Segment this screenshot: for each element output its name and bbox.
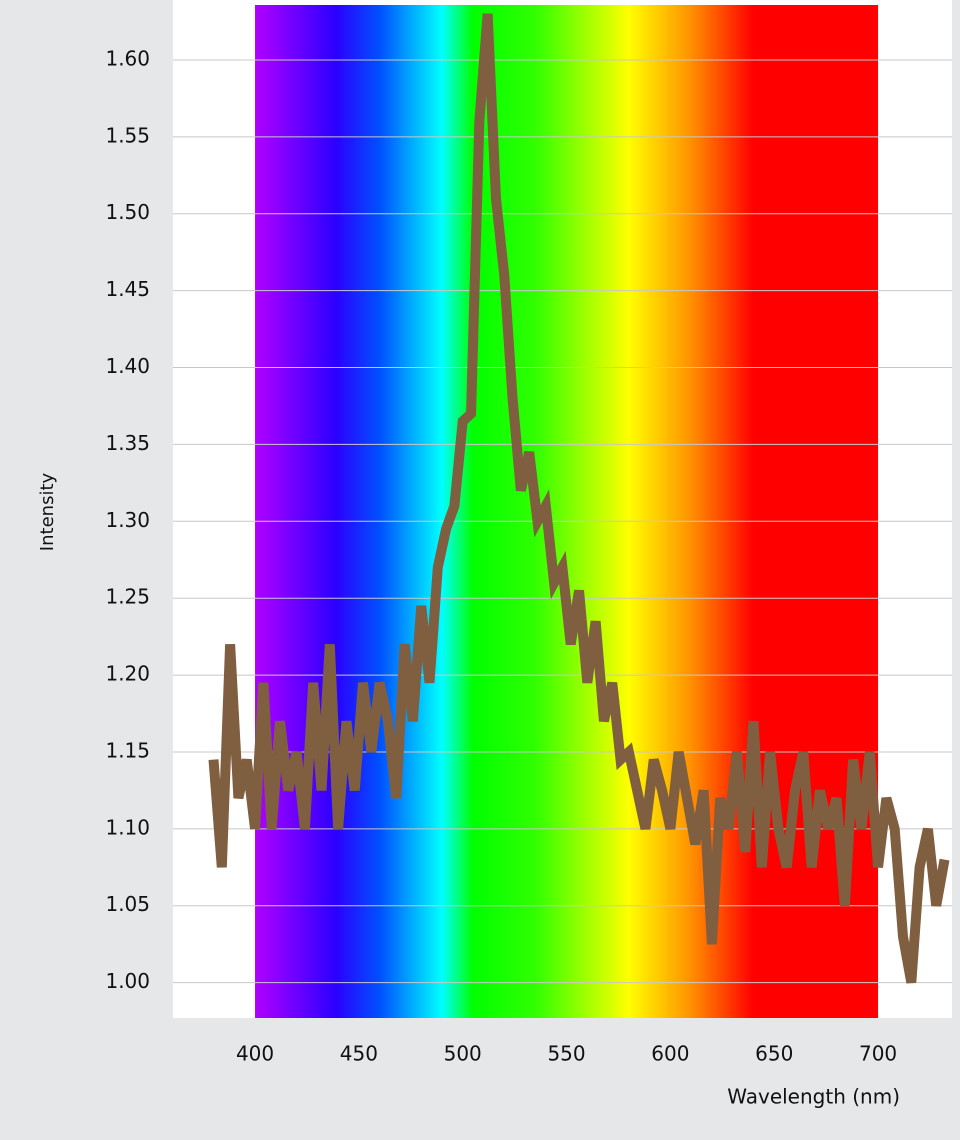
x-tick-label: 550 [547,1042,585,1066]
x-tick-label: 500 [444,1042,482,1066]
y-tick-label: 1.60 [105,46,150,70]
y-axis-label: Intensity [37,472,58,551]
x-tick-label: 450 [340,1042,378,1066]
y-tick-label: 1.30 [105,508,150,532]
x-axis-label: Wavelength (nm) [727,1085,900,1109]
y-tick-label: 1.00 [105,969,150,993]
y-tick-label: 1.35 [105,431,150,455]
data-line [208,13,950,984]
x-tick-label: 650 [755,1042,793,1066]
y-tick-label: 1.15 [105,738,150,762]
y-tick-label: 1.55 [105,123,150,147]
y-tick-label: 1.45 [105,277,150,301]
x-tick-label: 700 [859,1042,897,1066]
x-tick-label: 400 [236,1042,274,1066]
y-tick-label: 1.50 [105,200,150,224]
y-tick-label: 1.25 [105,585,150,609]
x-tick-label: 600 [651,1042,689,1066]
spectrum-band [255,5,879,1018]
y-tick-label: 1.20 [105,662,150,686]
y-tick-label: 1.10 [105,815,150,839]
y-tick-label: 1.40 [105,354,150,378]
y-tick-label: 1.05 [105,892,150,916]
